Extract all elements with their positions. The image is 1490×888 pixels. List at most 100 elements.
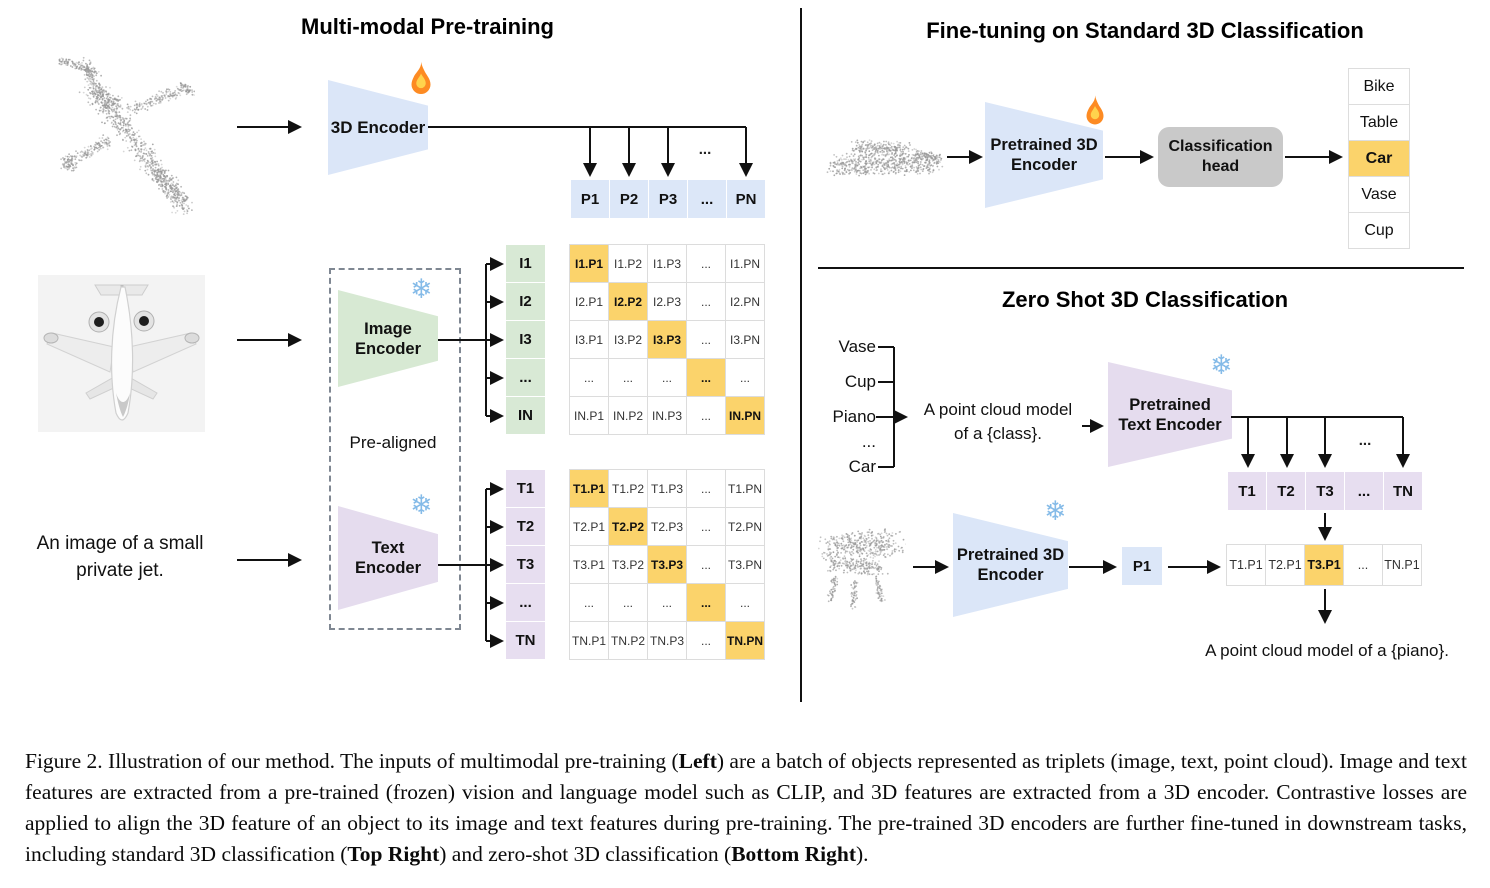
- image-feature-column-cell: ...: [506, 359, 545, 396]
- image-point-similarity-matrix-cell: ...: [687, 245, 725, 282]
- zeroshot-result-cell: T3.P1: [1305, 545, 1343, 585]
- image-point-similarity-matrix-cell: ...: [570, 359, 608, 396]
- text-point-similarity-matrix-cell: T3.P2: [609, 546, 647, 583]
- p-feature-row-cell: P3: [649, 180, 687, 218]
- class-list-item: Car: [1349, 141, 1409, 176]
- image-feature-column-cell: I1: [506, 245, 545, 282]
- class-list: Bike Table Car Vase Cup: [1348, 68, 1410, 249]
- zeroshot-class-labels: Vase Cup Piano... Car: [790, 0, 876, 480]
- text-point-similarity-matrix: T1.P1 T1.P2 T1.P3... T1.PN T2.P1 T2.P2 T2.P3..…: [569, 469, 765, 660]
- image-feature-column: I1 I2 I3... IN: [506, 245, 545, 434]
- caption-bold-ref: Bottom Right: [731, 841, 857, 866]
- class-list-item: Bike: [1349, 69, 1409, 104]
- image-point-similarity-matrix-cell: IN.PN: [726, 397, 764, 434]
- private-jet-photo: [38, 275, 205, 432]
- zeroshot-text-feature-row-cell: T1: [1228, 472, 1266, 510]
- text-point-similarity-matrix-cell: TN.P3: [648, 622, 686, 659]
- p1-feature-box: P1: [1122, 547, 1162, 585]
- pretrained-3d-encoder-block-zs: Pretrained 3D Encoder: [953, 513, 1068, 617]
- 3d-encoder-label: 3D Encoder: [330, 117, 426, 137]
- image-feature-column-cell: IN: [506, 397, 545, 434]
- car-point-cloud: [826, 139, 944, 177]
- zeroshot-result-caption: A point cloud model of a {piano}.: [1205, 641, 1449, 660]
- p-feature-row-cell: PN: [727, 180, 765, 218]
- image-point-similarity-matrix-cell: ...: [687, 321, 725, 358]
- text-point-similarity-matrix-cell: ...: [687, 622, 725, 659]
- image-point-similarity-matrix-cell: IN.P2: [609, 397, 647, 434]
- text-point-similarity-matrix-cell: T1.P3: [648, 470, 686, 507]
- image-point-similarity-matrix-cell: I1.P2: [609, 245, 647, 282]
- text-feature-column-cell: ...: [506, 584, 545, 621]
- zeroshot-class-label: Piano: [832, 407, 876, 426]
- text-point-similarity-matrix-cell: T1.PN: [726, 470, 764, 507]
- text-feature-column-cell: T1: [506, 470, 545, 507]
- zeroshot-class-label: ...: [861, 432, 876, 451]
- zeroshot-class-label: Cup: [844, 372, 876, 391]
- image-text-prompt: An image of a small private jet.: [36, 533, 204, 581]
- text-point-similarity-matrix-cell: TN.PN: [726, 622, 764, 659]
- text-point-similarity-matrix-cell: ...: [687, 508, 725, 545]
- image-point-similarity-matrix-cell: IN.P3: [648, 397, 686, 434]
- image-point-similarity-matrix-cell: I2.P1: [570, 283, 608, 320]
- image-point-similarity-matrix-cell: ...: [687, 359, 725, 396]
- p-feature-row-cell: P1: [571, 180, 609, 218]
- jet-photo-illustration: [43, 284, 200, 421]
- airplane-point-cloud: [58, 56, 195, 216]
- image-point-similarity-matrix-cell: I2.P2: [609, 283, 647, 320]
- zeroshot-result-row: T1.P1 T2.P1 T3.P1... TN.P1: [1226, 544, 1422, 586]
- prealigned-label: Pre-aligned: [349, 433, 437, 452]
- text-encoder-label: Text Encoder: [354, 539, 422, 577]
- zeroshot-class-label: Vase: [838, 337, 877, 356]
- figure-2-diagram: Multi-modal Pre-training 3D Encoder P1 P2…: [36, 0, 1464, 702]
- snowflake-icon: ❄: [410, 490, 433, 520]
- pretrained-text-encoder-label: Pretrained Text Encoder: [1118, 395, 1222, 434]
- text-point-similarity-matrix-cell: ...: [687, 470, 725, 507]
- image-point-similarity-matrix-cell: ...: [687, 283, 725, 320]
- class-list-item: Vase: [1349, 177, 1409, 212]
- image-point-similarity-matrix-cell: I3.P3: [648, 321, 686, 358]
- image-point-similarity-matrix-cell: I1.PN: [726, 245, 764, 282]
- text-point-similarity-matrix-cell: TN.P1: [570, 622, 608, 659]
- class-list-item: Cup: [1349, 213, 1409, 248]
- zeroshot-text-feature-row-cell: TN: [1384, 472, 1422, 510]
- text-point-similarity-matrix-cell: T3.P3: [648, 546, 686, 583]
- p-feature-row: P1 P2 P3... PN: [571, 180, 765, 218]
- piano-point-cloud: [818, 528, 906, 610]
- zeroshot-text-feature-row-cell: ...: [1345, 472, 1383, 510]
- zeroshot-result-cell: ...: [1344, 545, 1382, 585]
- zeroshot-class-label: Car: [848, 457, 876, 476]
- caption-bold-ref: Left: [678, 748, 717, 773]
- text-point-similarity-matrix-cell: T3.PN: [726, 546, 764, 583]
- class-list-item: Table: [1349, 105, 1409, 140]
- image-point-similarity-matrix-cell: I2.P3: [648, 283, 686, 320]
- fire-icon: [1086, 95, 1104, 125]
- image-point-similarity-matrix: I1.P1 I1.P2 I1.P3... I1.PN I2.P1 I2.P2 I2.P3..…: [569, 244, 765, 435]
- image-point-similarity-matrix-cell: I1.P1: [570, 245, 608, 282]
- image-point-similarity-matrix-cell: I3.PN: [726, 321, 764, 358]
- snowflake-icon: ❄: [1044, 496, 1067, 526]
- text-point-similarity-matrix-cell: ...: [687, 546, 725, 583]
- finetune-title: Fine-tuning on Standard 3D Classificatio…: [926, 18, 1364, 43]
- zeroshot-text-feature-row-cell: T2: [1267, 472, 1305, 510]
- text-point-similarity-matrix-cell: T2.P1: [570, 508, 608, 545]
- image-point-similarity-matrix-cell: I3.P1: [570, 321, 608, 358]
- image-point-similarity-matrix-cell: I2.PN: [726, 283, 764, 320]
- figure-caption: Figure 2. Illustration of our method. Th…: [25, 748, 1467, 866]
- text-feature-column: T1 T2 T3... TN: [506, 470, 545, 659]
- image-point-similarity-matrix-cell: ...: [726, 359, 764, 396]
- image-point-similarity-matrix-cell: IN.P1: [570, 397, 608, 434]
- classification-head-label: Classification head: [1168, 138, 1273, 175]
- caption-bold-ref: Top Right: [347, 841, 440, 866]
- image-feature-column-cell: I3: [506, 321, 545, 358]
- fire-icon: [411, 61, 431, 95]
- pretrained-3d-encoder-label: Pretrained 3D Encoder: [990, 136, 1098, 174]
- image-point-similarity-matrix-cell: ...: [648, 359, 686, 396]
- text-point-similarity-matrix-cell: ...: [648, 584, 686, 621]
- text-point-similarity-matrix-cell: T2.P2: [609, 508, 647, 545]
- text-point-similarity-matrix-cell: ...: [570, 584, 608, 621]
- image-point-similarity-matrix-cell: ...: [687, 397, 725, 434]
- image-feature-column-cell: I2: [506, 283, 545, 320]
- zeroshot-text-feature-row: T1 T2 T3... TN: [1228, 472, 1422, 510]
- text-feature-column-cell: T3: [506, 546, 545, 583]
